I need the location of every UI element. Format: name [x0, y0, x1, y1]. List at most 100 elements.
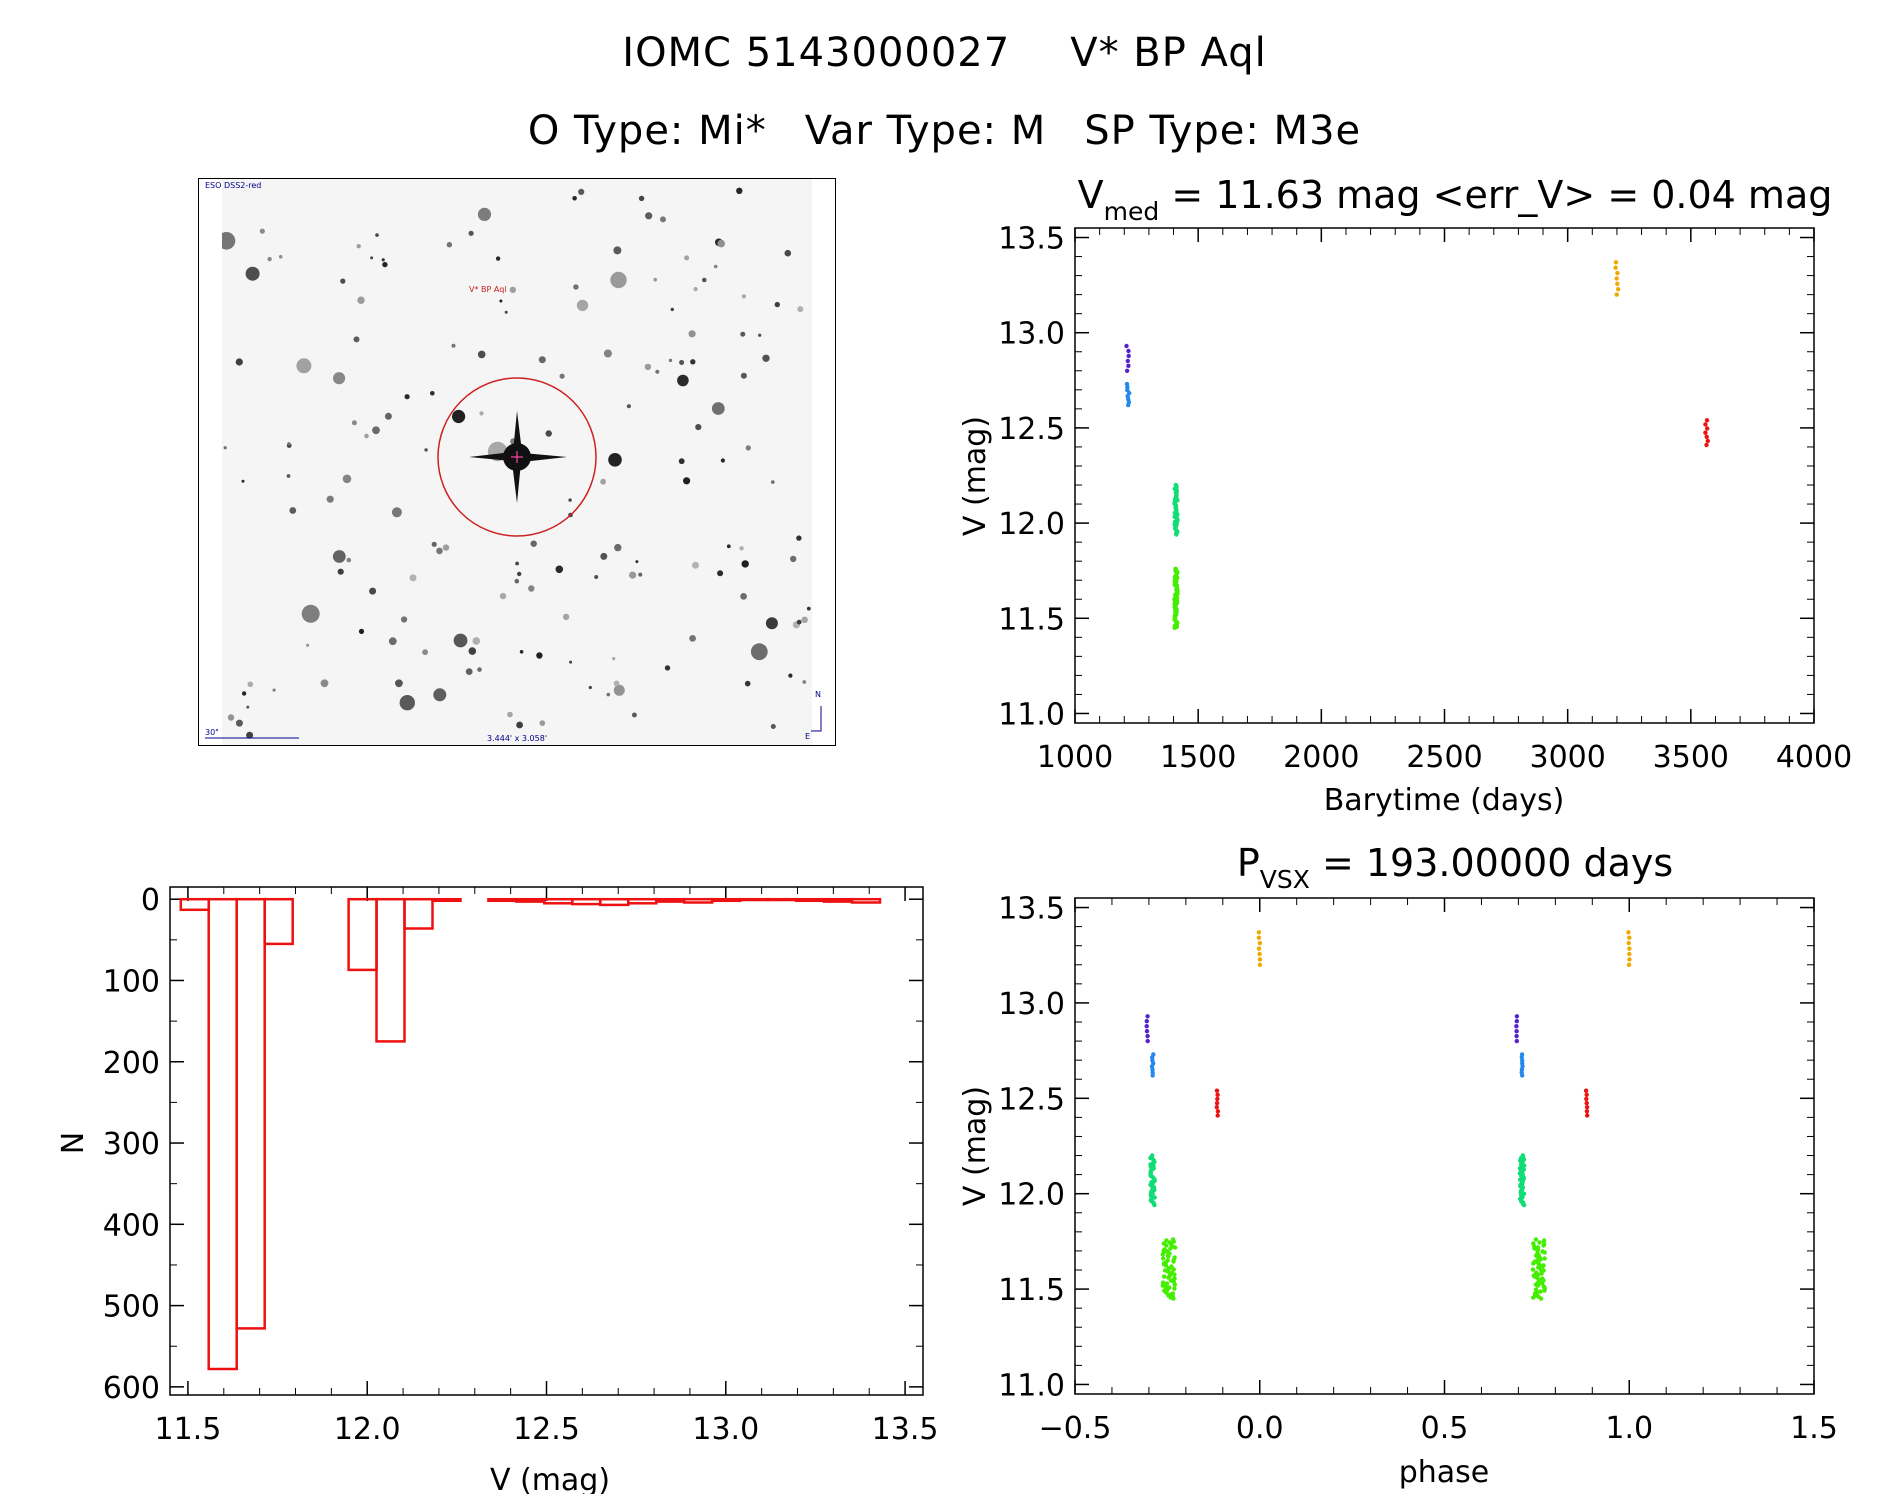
- field-star: [241, 691, 247, 696]
- field-star: [272, 688, 276, 692]
- x-tick-label: 2500: [1406, 740, 1482, 775]
- phased-title-prefix: P: [1237, 841, 1260, 885]
- field-star: [306, 643, 310, 647]
- field-star: [477, 667, 482, 672]
- field-star: [740, 331, 746, 337]
- image-right-margin: [812, 179, 835, 745]
- phased-point-season-2a: [1162, 1247, 1167, 1252]
- histogram-bar: [375, 897, 406, 1043]
- phased-point-season-2a: [1161, 1241, 1167, 1246]
- phased-plot-frame: [1074, 897, 1815, 1395]
- lightcurve-points: [1124, 260, 1711, 630]
- field-star: [370, 256, 374, 260]
- histogram-bar: [571, 897, 602, 906]
- lightcurve-point-season-3: [1615, 281, 1620, 286]
- phased-point-season-3: [1257, 962, 1263, 967]
- lightcurve-point-season-1a: [1124, 343, 1129, 349]
- field-star: [572, 196, 577, 201]
- field-star: [504, 310, 508, 314]
- histogram-bar: [794, 897, 826, 903]
- lightcurve-point-season-4: [1704, 434, 1709, 439]
- phased-point-season-2a: [1530, 1267, 1536, 1272]
- lightcurve-point-season-4: [1705, 426, 1710, 431]
- target-star: [437, 377, 597, 537]
- field-star: [608, 453, 622, 467]
- x-tick-label: 3000: [1529, 740, 1605, 775]
- histogram-bar: [766, 897, 798, 902]
- field-star: [770, 724, 776, 729]
- phased-point-season-2a: [1169, 1264, 1174, 1269]
- field-star: [801, 616, 808, 623]
- field-star: [477, 350, 486, 359]
- field-star: [519, 650, 524, 654]
- field-star: [246, 731, 254, 739]
- field-star: [278, 255, 283, 259]
- phased-points: [1144, 930, 1632, 1301]
- lightcurve-point-season-3: [1613, 260, 1619, 265]
- field-star: [358, 628, 365, 634]
- phased-point-season-4: [1584, 1092, 1589, 1098]
- field-star: [664, 665, 671, 671]
- field-star: [528, 585, 535, 592]
- svg-text:Vmed = 11.63 mag <err_V> = 0.0: Vmed = 11.63 mag <err_V> = 0.04 mag: [1078, 173, 1833, 226]
- histogram-bar: [543, 897, 574, 905]
- phased-point-season-2b: [1150, 1153, 1155, 1158]
- field-star: [516, 721, 523, 729]
- histogram-bars: [179, 897, 882, 1371]
- phased-point-season-4: [1583, 1088, 1589, 1093]
- phased-point-season-3: [1627, 935, 1632, 940]
- field-star: [774, 301, 780, 308]
- field-star: [340, 278, 346, 284]
- phased-point-season-2a: [1537, 1240, 1542, 1245]
- field-star: [357, 296, 365, 304]
- phased-point-season-4: [1584, 1100, 1589, 1106]
- field-star: [539, 720, 546, 726]
- field-star: [635, 560, 639, 564]
- field-star: [692, 561, 699, 569]
- field-star: [267, 256, 272, 262]
- phased-point-season-2a: [1533, 1287, 1539, 1292]
- field-star: [384, 412, 392, 420]
- lightcurve-axes: 1000 1500 2000 2500 3000 3500 4000 11.0 11.5 12.0…: [998, 222, 1852, 775]
- field-star: [545, 430, 552, 437]
- histogram-bar: [710, 897, 742, 903]
- histogram-bar: [738, 897, 770, 902]
- histogram-bar: [487, 897, 518, 903]
- field-star: [477, 207, 492, 221]
- phased-point-season-4: [1214, 1088, 1220, 1093]
- field-star: [740, 593, 747, 600]
- phased-point-season-3: [1627, 957, 1632, 962]
- lightcurve-plot-frame: [1074, 227, 1815, 724]
- field-star: [404, 394, 410, 400]
- phased-point-season-1a: [1145, 1033, 1150, 1039]
- phased-point-season-1b: [1519, 1052, 1525, 1057]
- lightcurve-point-season-1a: [1126, 348, 1131, 354]
- field-star: [784, 249, 792, 257]
- field-star: [644, 363, 652, 371]
- phased-point-season-3: [1257, 957, 1263, 962]
- sky-finder-image: ESO DSS2-red V* BP Aql 30" 3.444' x 3.05…: [198, 178, 836, 746]
- x-tick-label: 3500: [1653, 740, 1729, 775]
- field-star: [509, 286, 516, 293]
- phased-point-season-3: [1256, 930, 1262, 935]
- field-star: [613, 680, 620, 687]
- y-tick-label: 12.0: [998, 1178, 1065, 1213]
- phased-point-season-2a: [1160, 1280, 1166, 1285]
- field-star: [259, 228, 265, 234]
- phased-axes: −0.5 0.0 0.5 1.0 1.5 11.0 11.5 12.0 12.5 13.0 13.5: [998, 892, 1838, 1446]
- phased-point-season-4: [1215, 1113, 1220, 1118]
- field-star: [422, 649, 428, 656]
- field-star: [740, 372, 747, 379]
- field-star: [745, 445, 751, 451]
- field-star: [217, 232, 236, 250]
- field-star: [679, 360, 685, 365]
- field-star: [442, 544, 450, 551]
- phased-point-season-2a: [1172, 1286, 1177, 1291]
- phased-point-season-2a: [1541, 1238, 1547, 1243]
- histogram-bar: [431, 897, 462, 903]
- field-star: [750, 643, 768, 661]
- field-star: [536, 652, 543, 659]
- phased-point-season-2a: [1531, 1241, 1536, 1246]
- histogram-bar: [347, 897, 378, 972]
